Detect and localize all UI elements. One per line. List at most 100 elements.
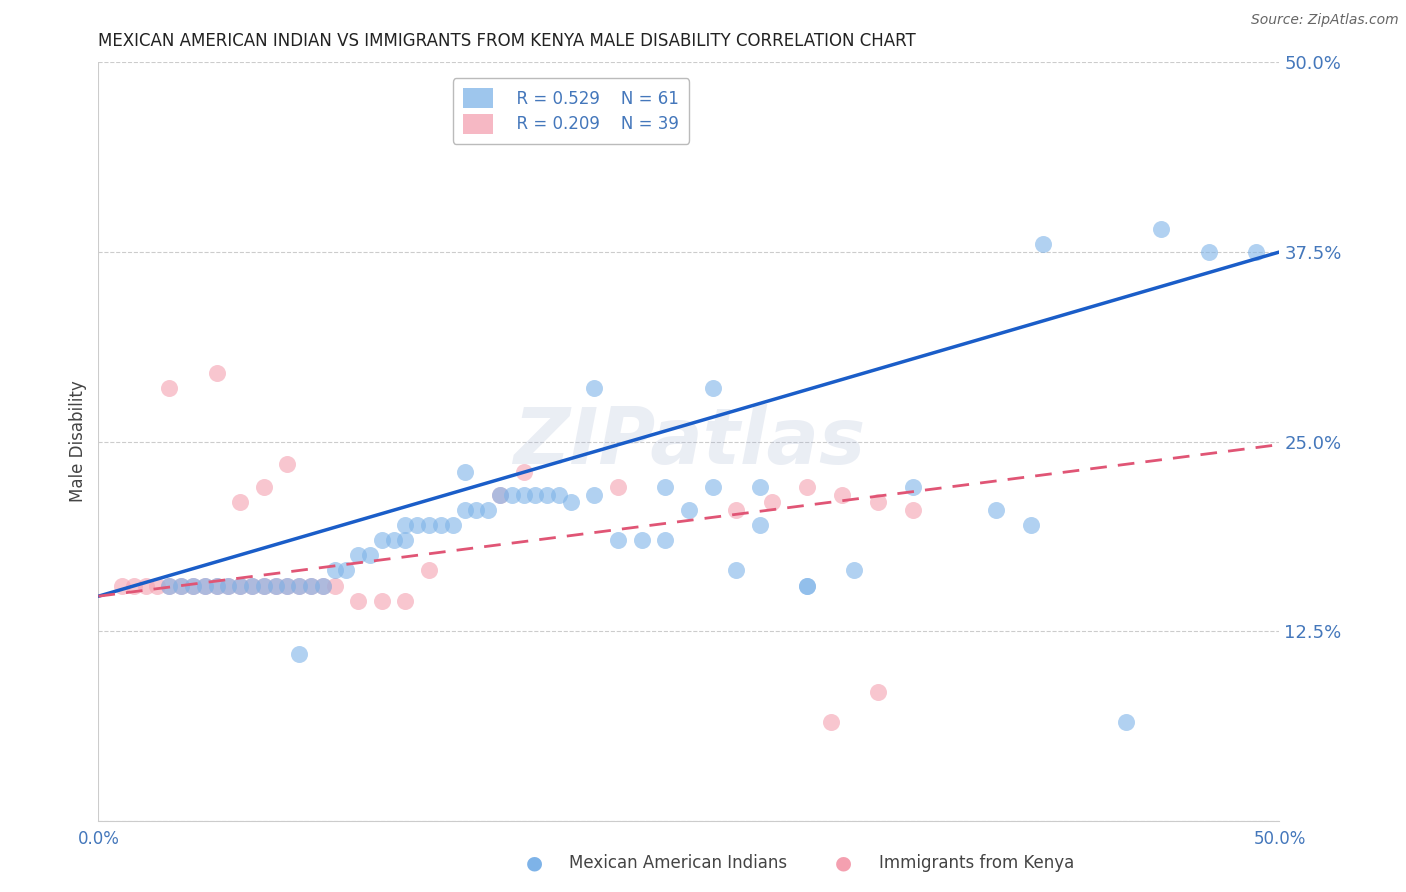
Point [866,685,889,699]
Point [654,533,676,548]
Point [240,579,263,593]
Point [477,503,499,517]
Point [170,579,193,593]
Point [465,503,488,517]
Point [299,579,322,593]
Point [536,487,558,501]
Point [205,579,228,593]
Point [1150,222,1173,236]
Point [489,487,512,501]
Point [430,517,453,532]
Point [135,579,157,593]
Point [820,715,842,730]
Point [607,480,630,494]
Point [264,579,287,593]
Point [678,503,700,517]
Text: Immigrants from Kenya: Immigrants from Kenya [879,855,1074,872]
Point [253,480,276,494]
Point [394,533,416,548]
Point [240,579,263,593]
Point [382,533,405,548]
Point [489,487,512,501]
Legend:   R = 0.529    N = 61,   R = 0.209    N = 39: R = 0.529 N = 61, R = 0.209 N = 39 [453,78,689,144]
Point [359,548,381,563]
Point [560,495,582,509]
Point [761,495,783,509]
Point [347,594,370,608]
Point [903,503,925,517]
Point [264,579,287,593]
Point [170,579,193,593]
Point [501,487,523,501]
Point [441,517,464,532]
Point [323,579,346,593]
Point [217,579,239,593]
Point [1244,244,1267,259]
Point [583,487,606,501]
Point [394,594,416,608]
Point [276,458,298,472]
Point [111,579,134,593]
Point [323,564,346,578]
Point [205,579,228,593]
Point [276,579,298,593]
Point [831,487,853,501]
Text: ●: ● [835,854,852,872]
Point [702,382,724,396]
Point [205,366,228,380]
Text: MEXICAN AMERICAN INDIAN VS IMMIGRANTS FROM KENYA MALE DISABILITY CORRELATION CHA: MEXICAN AMERICAN INDIAN VS IMMIGRANTS FR… [98,32,917,50]
Point [312,579,335,593]
Point [253,579,276,593]
Point [654,480,676,494]
Point [312,579,335,593]
Point [1198,244,1220,259]
Point [583,382,606,396]
Point [1021,517,1043,532]
Point [984,503,1007,517]
Point [229,579,252,593]
Point [406,517,429,532]
Point [453,465,475,479]
Point [630,533,652,548]
Point [181,579,204,593]
Point [371,594,394,608]
Point [217,579,239,593]
Point [418,564,440,578]
Point [453,503,475,517]
Point [229,579,252,593]
Point [796,579,818,593]
Point [548,487,571,501]
Point [796,579,818,593]
Point [194,579,217,593]
Point [418,517,440,532]
Point [725,503,748,517]
Point [1115,715,1137,730]
Point [299,579,322,593]
Point [725,564,748,578]
Point [796,480,818,494]
Point [288,579,311,593]
Point [748,480,770,494]
Point [866,495,889,509]
Point [903,480,925,494]
Point [157,579,180,593]
Point [607,533,630,548]
Point [157,382,180,396]
Text: Source: ZipAtlas.com: Source: ZipAtlas.com [1251,13,1399,28]
Point [748,517,770,532]
Point [347,548,370,563]
Point [512,465,534,479]
Point [394,517,416,532]
Point [229,495,252,509]
Point [288,579,311,593]
Point [371,533,394,548]
Point [276,579,298,593]
Point [181,579,204,593]
Point [1032,237,1054,252]
Point [288,647,311,661]
Y-axis label: Male Disability: Male Disability [69,381,87,502]
Point [844,564,866,578]
Point [157,579,180,593]
Point [335,564,357,578]
Point [702,480,724,494]
